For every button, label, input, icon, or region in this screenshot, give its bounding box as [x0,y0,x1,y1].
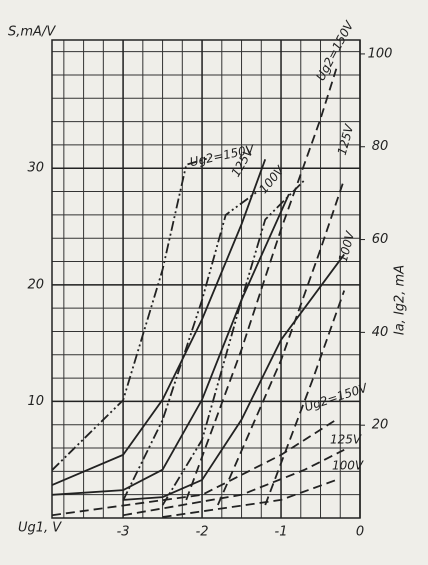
curve [51,158,267,486]
x-tick-label: -2 [196,525,209,540]
curve [264,290,346,506]
curve-label: 100V [336,229,358,263]
y-tick-label: 30 [27,161,44,176]
curve [123,253,345,501]
curve [51,156,211,471]
y-axis-label: S,mA/V [8,25,56,40]
curve [122,190,258,501]
curve [162,479,337,518]
y2-tick-label: 100 [368,46,393,61]
curve-label: 125V [335,122,357,156]
y-tick-label: 20 [27,277,44,292]
curve [51,418,337,517]
curve-label: 125V [330,433,362,447]
y-tick-label: 10 [27,394,44,409]
curve-label: 100V [332,459,364,473]
x-tick-label: -1 [275,525,288,540]
x-tick-label: 0 [356,525,364,540]
y2-tick-label: 20 [372,418,389,433]
y2-axis-label: Ia, Ig2, mA [393,265,408,335]
curve [161,179,306,506]
curve [122,448,345,517]
y2-tick-label: 40 [372,325,389,340]
x-tick-label: -3 [117,525,130,540]
curve [185,68,338,501]
curve [217,178,346,506]
x-axis-label: Ug1, V [18,521,62,536]
y2-tick-label: 80 [372,139,389,154]
curve [51,193,290,496]
y2-tick-label: 60 [372,232,389,247]
